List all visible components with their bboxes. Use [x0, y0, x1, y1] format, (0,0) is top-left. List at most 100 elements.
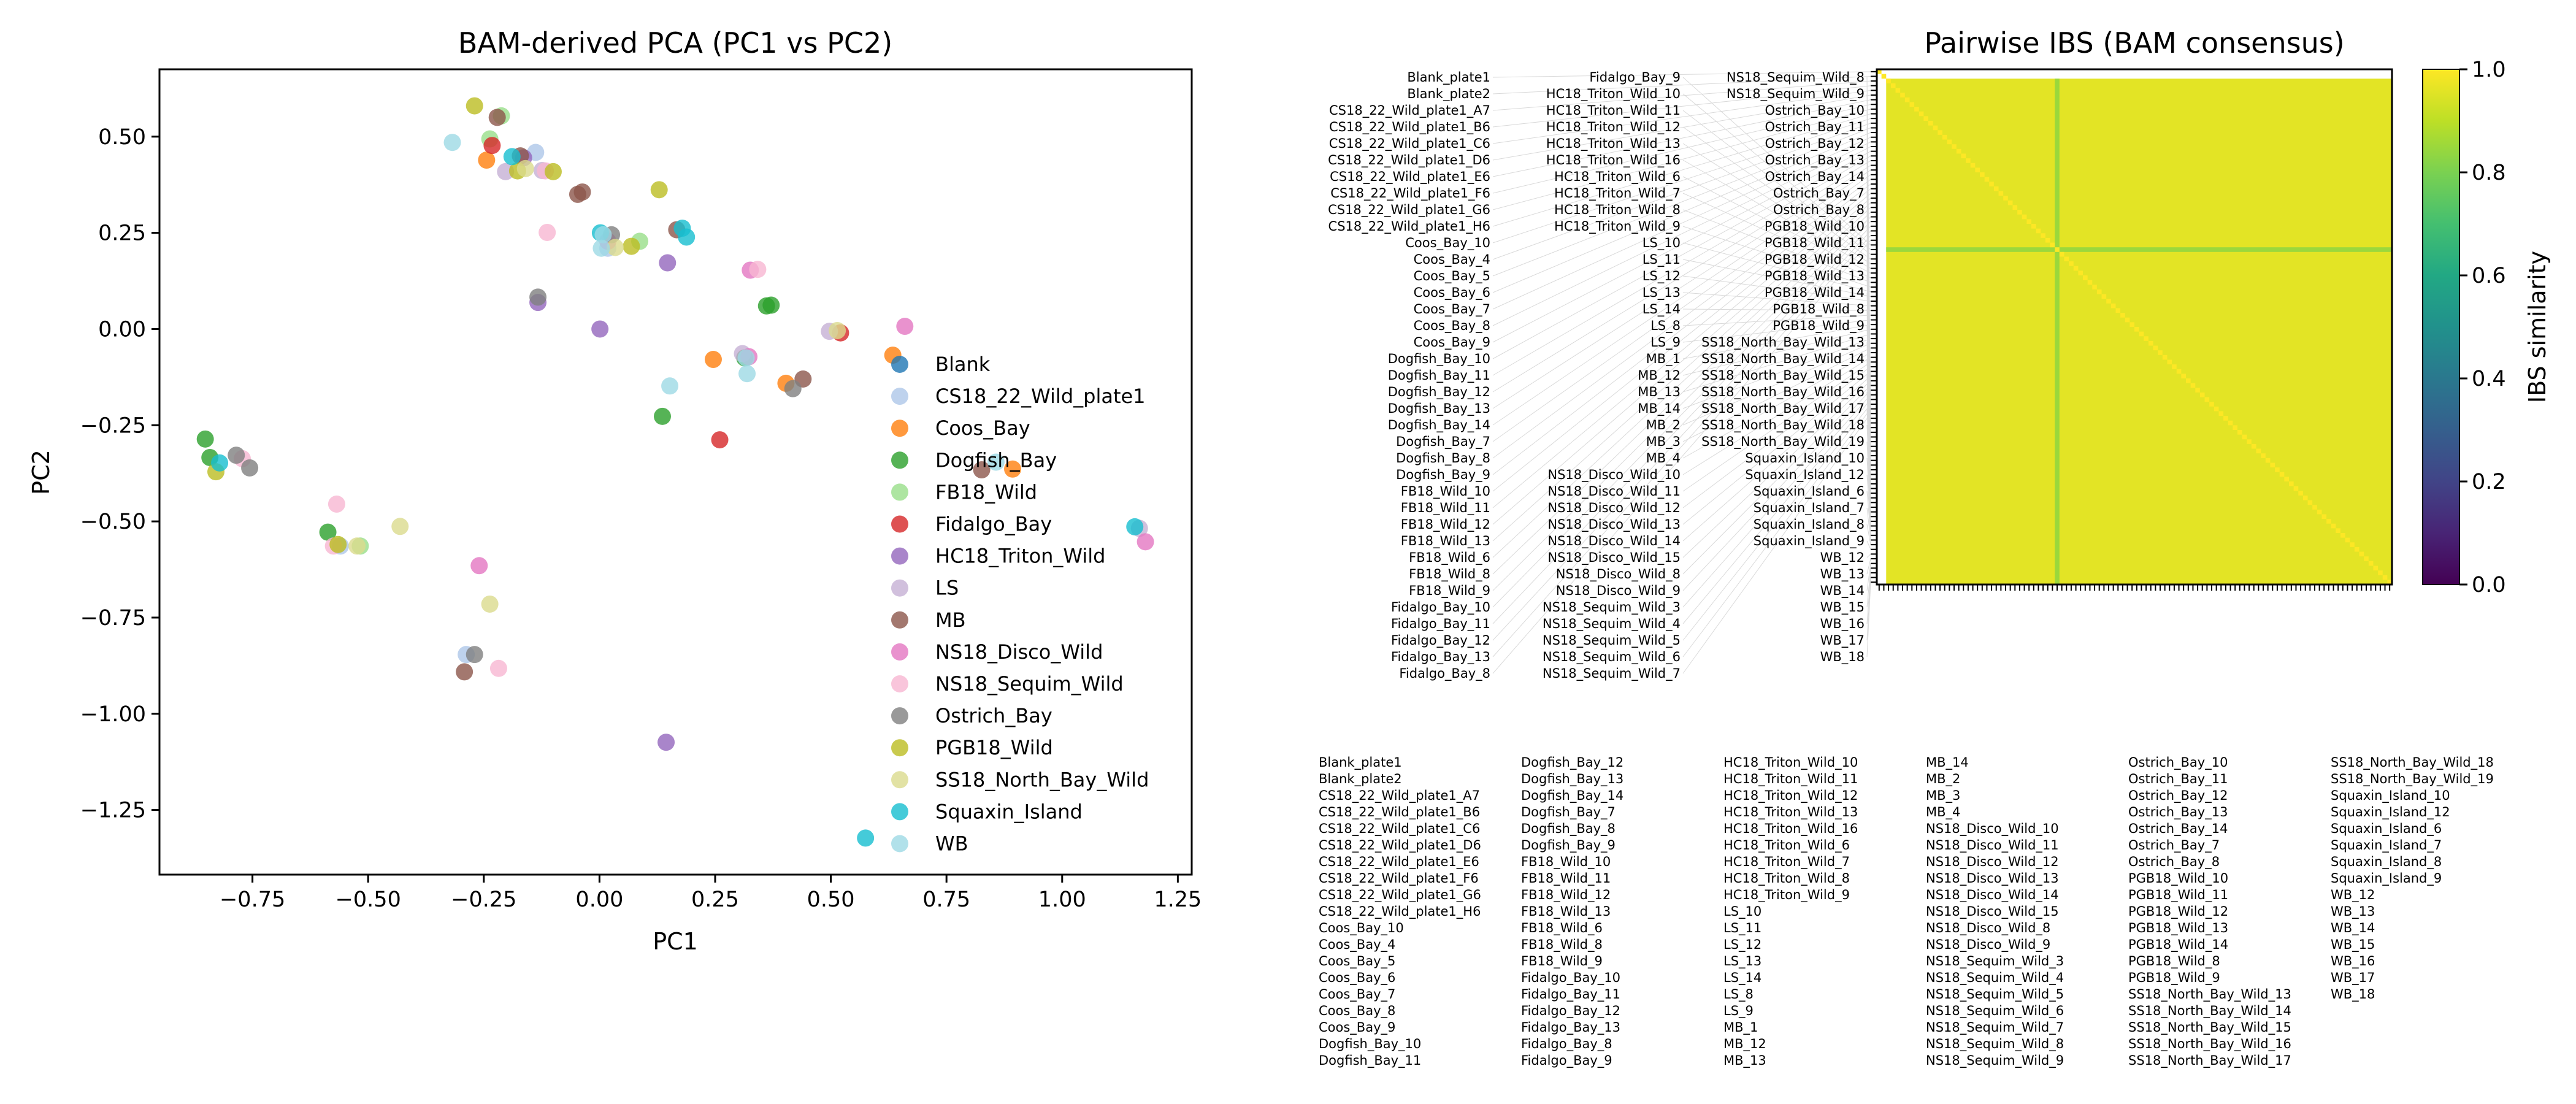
- heatmap-diagonal-cell: [2129, 322, 2134, 327]
- row-label-leader: [1492, 104, 1871, 194]
- legend-marker: [891, 707, 908, 725]
- row-label: Ostrich_Bay_8: [1773, 202, 1865, 218]
- row-label: PGB18_Wild_13: [1765, 269, 1865, 284]
- legend-label: MB: [935, 608, 966, 632]
- heatmap-diagonal-cell: [2012, 205, 2018, 210]
- legend-label: NS18_Sequim_Wild: [935, 672, 1124, 696]
- pca-panel: BAM-derived PCA (PC1 vs PC2) −0.75 −0.50−…: [28, 26, 1202, 955]
- column-label: WB_13: [2331, 904, 2375, 919]
- row-label: NS18_Sequim_Wild_4: [1543, 616, 1681, 632]
- column-label: Squaxin_Island_10: [2331, 788, 2450, 803]
- column-label: SS18_North_Bay_Wild_13: [2128, 987, 2291, 1002]
- row-label-leader: [1492, 85, 1871, 128]
- data-point: [678, 228, 696, 246]
- row-label: NS18_Sequim_Wild_8: [1727, 70, 1865, 85]
- pca-ticks: −0.75 −0.50 −0.25 0.00 0.25 0.50 0.75 1.00 1.25 0…: [80, 125, 1202, 912]
- heatmap-diagonal-cell: [2218, 411, 2224, 416]
- column-label: HC18_Triton_Wild_6: [1723, 838, 1850, 853]
- column-label: Blank_plate2: [1319, 772, 1402, 787]
- row-label: Squaxin_Island_10: [1745, 451, 1865, 466]
- row-label-leader: [1682, 380, 1871, 558]
- heatmap-diagonal-cell: [2256, 448, 2261, 454]
- row-label-leader: [1682, 275, 1871, 302]
- heatmap-diagonal-cell: [2265, 458, 2271, 463]
- row-label-leader: [1492, 188, 1871, 492]
- column-label: Ostrich_Bay_7: [2128, 838, 2220, 853]
- colorbar-tick-label: 0.0: [2472, 573, 2506, 597]
- heatmap-diagonal-cell: [2059, 251, 2064, 257]
- y-tick-label: 0.25: [98, 221, 146, 246]
- row-label-leader: [1492, 193, 1871, 508]
- data-point: [657, 734, 675, 751]
- heatmap-diagonal-cell: [2031, 224, 2036, 229]
- row-label-leader: [1682, 413, 1871, 674]
- row-label: FB18_Wild_10: [1401, 484, 1490, 499]
- row-label-leader: [1682, 315, 1871, 326]
- legend-label: NS18_Disco_Wild: [935, 640, 1103, 664]
- heatmap-diagonal-cell: [2279, 472, 2285, 477]
- row-label-leader: [1866, 558, 1871, 575]
- row-label: LS_14: [1643, 302, 1681, 317]
- heatmap-diagonal-cell: [2041, 233, 2045, 238]
- row-label: LS_8: [1650, 318, 1681, 334]
- row-label: CS18_22_Wild_plate1_C6: [1329, 136, 1490, 151]
- heatmap-diagonal-cell: [2125, 317, 2130, 323]
- column-label: NS18_Sequim_Wild_6: [1926, 1003, 2064, 1019]
- row-label: LS_9: [1650, 335, 1681, 350]
- ibs-panel: Pairwise IBS (BAM consensus) Blank_plate…: [1319, 26, 2551, 1068]
- pca-points: [196, 97, 1154, 847]
- data-point: [896, 318, 914, 335]
- row-label: HC18_Triton_Wild_12: [1546, 120, 1681, 135]
- data-point: [594, 226, 612, 243]
- data-point: [319, 523, 337, 541]
- heatmap-diagonal-cell: [2340, 533, 2345, 538]
- heatmap-diagonal-cell: [1975, 167, 1980, 172]
- row-label: Ostrich_Bay_7: [1773, 186, 1865, 201]
- row-label: Coos_Bay_8: [1414, 318, 1490, 334]
- row-label: NS18_Disco_Wild_9: [1556, 583, 1681, 599]
- column-label: Dogfish_Bay_9: [1521, 838, 1616, 853]
- row-label-leader: [1682, 371, 1871, 525]
- row-label-leader: [1492, 183, 1871, 475]
- column-label: Dogfish_Bay_12: [1521, 755, 1623, 770]
- heatmap-diagonal-cell: [2045, 237, 2050, 243]
- heatmap-diagonal-cell: [2312, 505, 2317, 510]
- row-label: HC18_Triton_Wild_10: [1546, 86, 1681, 102]
- column-label: NS18_Disco_Wild_9: [1926, 937, 2050, 953]
- data-point: [529, 288, 547, 306]
- data-point: [1126, 518, 1144, 535]
- legend-marker: [891, 451, 908, 469]
- heatmap-diagonal-cell: [1970, 163, 1976, 168]
- row-label: NS18_Disco_Wild_13: [1547, 517, 1681, 532]
- row-label-leader-lines: [1492, 71, 1871, 674]
- heatmap-outlier-column: [2055, 79, 2060, 585]
- row-label: HC18_Triton_Wild_13: [1546, 136, 1681, 151]
- heatmap-diagonal-cell: [1961, 153, 1966, 159]
- heatmap-diagonal-cell: [1886, 79, 1891, 83]
- column-label: LS_13: [1723, 954, 1761, 969]
- row-label-leader: [1866, 474, 1871, 531]
- row-label: PGB18_Wild_12: [1765, 252, 1865, 267]
- row-label-leader: [1682, 126, 1871, 259]
- legend-label: Fidalgo_Bay: [935, 513, 1052, 536]
- data-point: [391, 518, 409, 535]
- row-label-leader: [1492, 240, 1871, 674]
- legend-marker: [891, 388, 908, 405]
- heatmap-diagonal-cell: [1900, 93, 1905, 98]
- heatmap-diagonal-cell: [2069, 261, 2074, 266]
- column-label: WB_12: [2331, 887, 2375, 903]
- heatmap-diagonal-cell: [2298, 491, 2303, 496]
- row-label-leader: [1492, 113, 1871, 227]
- row-label-leader: [1492, 99, 1871, 177]
- row-label: SS18_North_Bay_Wild_19: [1701, 434, 1865, 450]
- column-label: Coos_Bay_4: [1319, 937, 1395, 953]
- row-label: CS18_22_Wild_plate1_H6: [1328, 219, 1490, 234]
- row-label: NS18_Disco_Wild_10: [1547, 467, 1681, 483]
- row-label-leader: [1682, 324, 1871, 359]
- row-label-leader: [1866, 563, 1871, 591]
- row-label: Ostrich_Bay_10: [1765, 103, 1865, 118]
- row-label-leader: [1682, 329, 1871, 376]
- column-label: PGB18_Wild_12: [2128, 904, 2228, 919]
- heatmap-diagonal-cell: [1966, 158, 1971, 163]
- row-label: PGB18_Wild_8: [1773, 302, 1865, 317]
